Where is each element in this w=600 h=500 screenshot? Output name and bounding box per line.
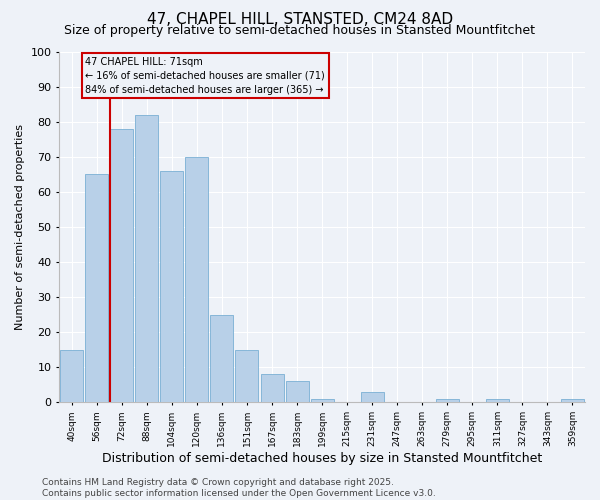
Y-axis label: Number of semi-detached properties: Number of semi-detached properties	[15, 124, 25, 330]
Bar	[60, 350, 83, 403]
X-axis label: Distribution of semi-detached houses by size in Stansted Mountfitchet: Distribution of semi-detached houses by …	[102, 452, 542, 465]
Bar	[436, 399, 459, 402]
Bar	[260, 374, 284, 402]
Bar	[160, 171, 184, 402]
Bar	[185, 157, 208, 402]
Bar	[561, 399, 584, 402]
Bar	[110, 128, 133, 402]
Text: 47, CHAPEL HILL, STANSTED, CM24 8AD: 47, CHAPEL HILL, STANSTED, CM24 8AD	[147, 12, 453, 28]
Bar	[235, 350, 259, 403]
Bar	[136, 114, 158, 403]
Bar	[361, 392, 383, 402]
Bar	[311, 399, 334, 402]
Text: Contains HM Land Registry data © Crown copyright and database right 2025.
Contai: Contains HM Land Registry data © Crown c…	[42, 478, 436, 498]
Bar	[286, 382, 308, 402]
Bar	[486, 399, 509, 402]
Bar	[211, 314, 233, 402]
Text: Size of property relative to semi-detached houses in Stansted Mountfitchet: Size of property relative to semi-detach…	[65, 24, 536, 37]
Bar	[85, 174, 108, 402]
Text: 47 CHAPEL HILL: 71sqm
← 16% of semi-detached houses are smaller (71)
84% of semi: 47 CHAPEL HILL: 71sqm ← 16% of semi-deta…	[85, 57, 325, 95]
